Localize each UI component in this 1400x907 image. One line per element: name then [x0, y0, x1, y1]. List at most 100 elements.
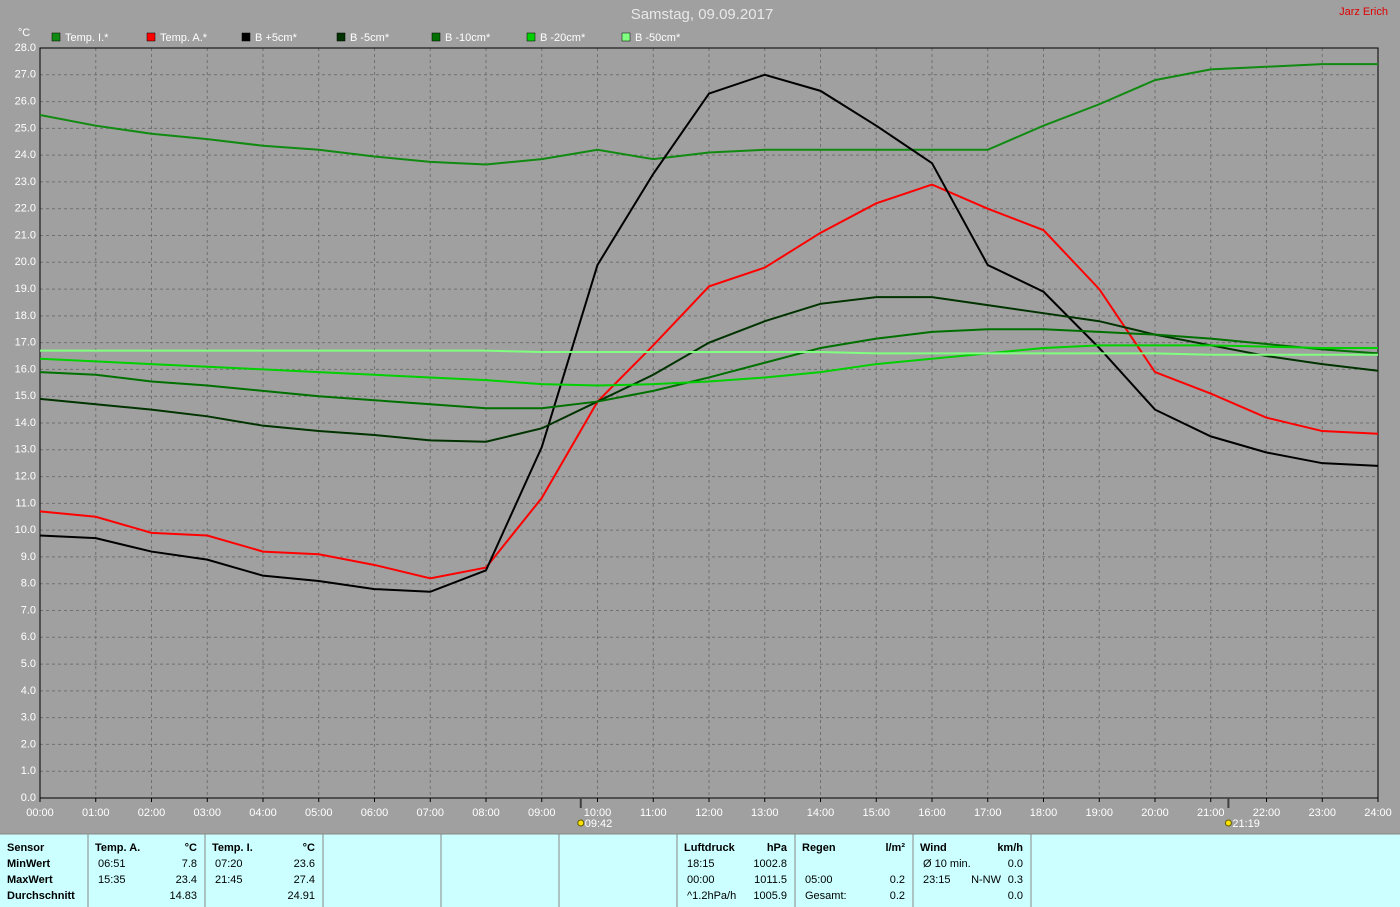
- stats-table: Sensor MinWert MaxWert Durchschnitt Temp. A.…: [7, 842, 1023, 902]
- legend-label: B -20cm*: [540, 32, 586, 44]
- y-tick-label: 2.0: [21, 738, 36, 750]
- stats-row-label: MinWert: [7, 858, 51, 870]
- y-tick-label: 19.0: [15, 283, 36, 295]
- stats-value: 0.2: [890, 890, 905, 902]
- legend-swatch: [431, 32, 441, 42]
- y-tick-label: 5.0: [21, 658, 36, 670]
- y-tick-label: 24.0: [15, 149, 36, 161]
- x-tick-label: 12:00: [695, 807, 723, 819]
- y-tick-label: 10.0: [15, 524, 36, 536]
- stats-value: 7.8: [182, 858, 197, 870]
- y-tick-label: 12.0: [15, 470, 36, 482]
- stats-value: 1011.5: [754, 874, 787, 886]
- y-tick-label: 13.0: [15, 444, 36, 456]
- x-tick-label: 02:00: [138, 807, 166, 819]
- series-line: [39, 183, 1379, 580]
- sun-icon: [577, 819, 585, 827]
- stats-time: 06:51: [98, 858, 126, 870]
- stats-row-label: Durchschnitt: [7, 890, 75, 902]
- stats-time: 18:15: [687, 858, 715, 870]
- legend-label: B -10cm*: [445, 32, 491, 44]
- x-tick-label: 05:00: [305, 807, 333, 819]
- x-tick-label: 04:00: [249, 807, 277, 819]
- stats-time: Gesamt:: [805, 890, 847, 902]
- annotation-label: 21:19: [1232, 818, 1260, 830]
- stats-time: ^1.2hPa/h: [687, 890, 736, 902]
- x-tick-label: 19:00: [1085, 807, 1113, 819]
- stats-header: l/m²: [885, 842, 905, 854]
- stats-header: Regen: [802, 842, 836, 854]
- stats-header: °C: [303, 842, 315, 854]
- plot-frame: [39, 47, 1379, 799]
- stats-time: 00:00: [687, 874, 715, 886]
- y-tick-label: 26.0: [15, 95, 36, 107]
- stats-header: Luftdruck: [684, 842, 736, 854]
- stats-value: 0.3: [1008, 874, 1023, 886]
- stats-header: Wind: [920, 842, 947, 854]
- stats-value: 23.6: [294, 858, 315, 870]
- stats-time: Ø 10 min.: [923, 858, 971, 870]
- x-tick-label: 13:00: [751, 807, 779, 819]
- x-tick-label: 00:00: [26, 807, 54, 819]
- series-line: [39, 63, 1378, 166]
- stats-value: 1002.8: [753, 858, 787, 870]
- y-tick-label: 27.0: [15, 69, 36, 81]
- y-tick-label: 4.0: [21, 685, 36, 697]
- x-tick-label: 20:00: [1141, 807, 1169, 819]
- legend-swatch: [146, 32, 156, 42]
- series-line: [39, 344, 1378, 387]
- stats-value: 23.4: [176, 874, 197, 886]
- stats-time: 21:45: [215, 874, 243, 886]
- annotation-label: 09:42: [585, 818, 613, 830]
- stats-value: 0.0: [1008, 890, 1023, 902]
- stats-time: 07:20: [215, 858, 243, 870]
- y-tick-label: 11.0: [15, 497, 36, 509]
- stats-header: hPa: [767, 842, 788, 854]
- x-tick-label: 07:00: [416, 807, 444, 819]
- y-tick-label: 20.0: [15, 256, 36, 268]
- y-tick-label: 18.0: [15, 310, 36, 322]
- x-tick-label: 16:00: [918, 807, 946, 819]
- legend-swatch: [526, 32, 536, 42]
- y-tick-label: 1.0: [21, 765, 36, 777]
- x-tick-label: 10:00: [584, 807, 612, 819]
- legend-swatch: [51, 32, 61, 42]
- stats-value: 24.91: [287, 890, 315, 902]
- series-line: [40, 349, 1378, 356]
- legend-label: Temp. A.*: [160, 32, 208, 44]
- stats-value: 0.2: [890, 874, 905, 886]
- stats-borders: [0, 833, 1400, 907]
- author: Jarz Erich: [1339, 6, 1388, 18]
- legend-swatch: [621, 32, 631, 42]
- x-tick-label: 06:00: [361, 807, 389, 819]
- y-tick-label: 28.0: [15, 42, 36, 54]
- x-tick-label: 15:00: [862, 807, 890, 819]
- y-tick-label: 21.0: [15, 229, 36, 241]
- stats-header: Temp. I.: [212, 842, 253, 854]
- x-tick-label: 22:00: [1253, 807, 1281, 819]
- stats-value: 1005.9: [753, 890, 787, 902]
- x-tick-label: 09:00: [528, 807, 556, 819]
- stats-value: 0.0: [1008, 858, 1023, 870]
- stats-header: Sensor: [7, 842, 45, 854]
- legend-label: B -5cm*: [350, 32, 390, 44]
- y-tick-label: 8.0: [21, 578, 36, 590]
- legend-swatch: [336, 32, 346, 42]
- x-tick-label: 24:00: [1364, 807, 1392, 819]
- x-tick-label: 14:00: [807, 807, 835, 819]
- x-tick-label: 01:00: [82, 807, 110, 819]
- legend-swatch: [241, 32, 251, 42]
- y-tick-label: 7.0: [21, 604, 36, 616]
- y-tick-label: 23.0: [15, 176, 36, 188]
- legend-label: Temp. I.*: [65, 32, 109, 44]
- y-tick-label: 9.0: [21, 551, 36, 563]
- stats-row-label: MaxWert: [7, 874, 53, 886]
- stats-header: Temp. A.: [95, 842, 140, 854]
- y-tick-label: 17.0: [15, 337, 36, 349]
- chart-title: Samstag, 09.09.2017: [631, 6, 774, 23]
- stats-extra: N-NW: [971, 874, 1002, 886]
- stats-time: 23:15: [923, 874, 951, 886]
- stats-panel: [0, 834, 1400, 907]
- stats-time: 05:00: [805, 874, 833, 886]
